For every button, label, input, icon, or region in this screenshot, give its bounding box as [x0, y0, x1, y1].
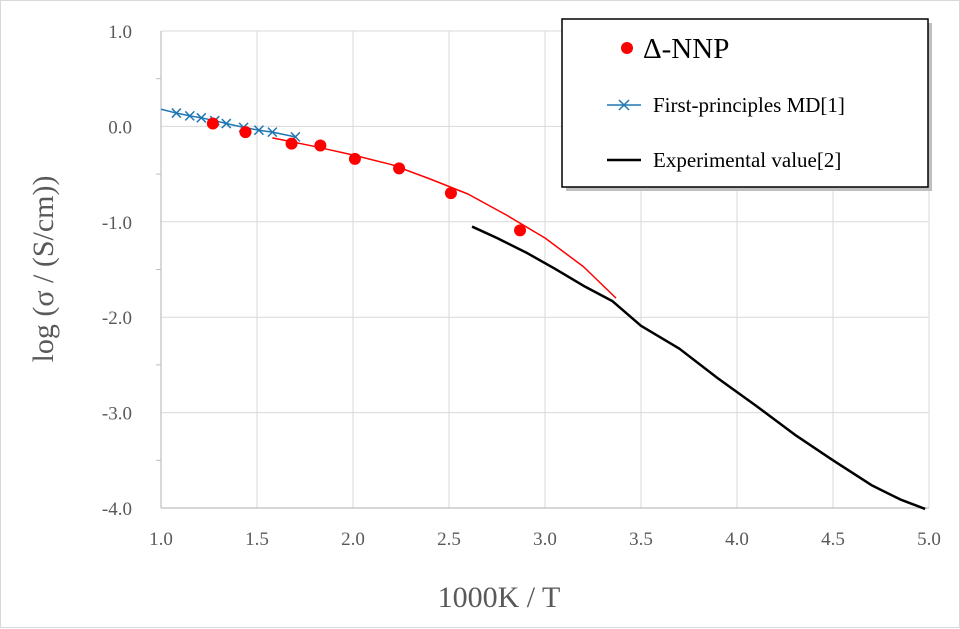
y-axis-title: log (σ / (S/cm)) [27, 176, 60, 363]
data-point-delta-nnp [348, 152, 361, 165]
series-line-delta-nnp-fit [272, 137, 617, 299]
y-tick-label: -3.0 [102, 404, 132, 425]
data-point-fpmd [221, 118, 232, 129]
y-tick-label: -2.0 [102, 308, 132, 329]
series-line-fpmd [160, 108, 296, 138]
x-tick-label: 4.0 [725, 529, 749, 550]
data-point-fpmd [171, 108, 182, 119]
legend-label-experimental: Experimental value[2] [653, 148, 841, 172]
data-point-delta-nnp [285, 137, 298, 150]
x-tick-label: 1.0 [149, 529, 173, 550]
x-tick-label: 4.5 [821, 529, 845, 550]
series-line-experimental [471, 225, 926, 511]
plot-area [160, 108, 926, 511]
legend-label-delta-nnp: Δ-NNP [643, 33, 729, 65]
data-point-delta-nnp [206, 117, 219, 130]
y-tick-label: -4.0 [102, 499, 132, 520]
data-point-fpmd [267, 127, 278, 138]
x-tick-label: 1.5 [245, 529, 269, 550]
data-point-fpmd [253, 125, 264, 136]
y-tick-label: -1.0 [102, 213, 132, 234]
data-point-delta-nnp [314, 139, 327, 152]
legend-marker-fpmd [618, 99, 630, 111]
data-point-fpmd [196, 112, 207, 123]
legend-marker-delta-nnp [621, 42, 633, 54]
x-tick-label: 3.0 [533, 529, 557, 550]
y-tick-label: 0.0 [108, 117, 132, 138]
data-point-delta-nnp [514, 224, 527, 237]
data-point-delta-nnp [393, 162, 406, 175]
x-axis-title: 1000K / T [438, 581, 561, 614]
x-tick-label: 2.0 [341, 529, 365, 550]
legend-label-fpmd: First-principles MD[1] [653, 93, 845, 117]
data-point-fpmd [184, 110, 195, 121]
data-point-delta-nnp [444, 187, 457, 200]
data-point-delta-nnp [239, 126, 252, 139]
tick-labels: 1.0 1.5 2.0 2.5 3.0 3.5 4.0 4.5 5.0 1.0 0.0 -1.0 -2.… [102, 22, 941, 550]
y-tick-label: 1.0 [108, 22, 132, 43]
axes [156, 31, 929, 509]
x-tick-label: 2.5 [437, 529, 461, 550]
x-tick-label: 5.0 [917, 529, 941, 550]
legend: Δ-NNP First-principles MD[1] Experimenta… [561, 18, 932, 191]
x-tick-label: 3.5 [629, 529, 653, 550]
